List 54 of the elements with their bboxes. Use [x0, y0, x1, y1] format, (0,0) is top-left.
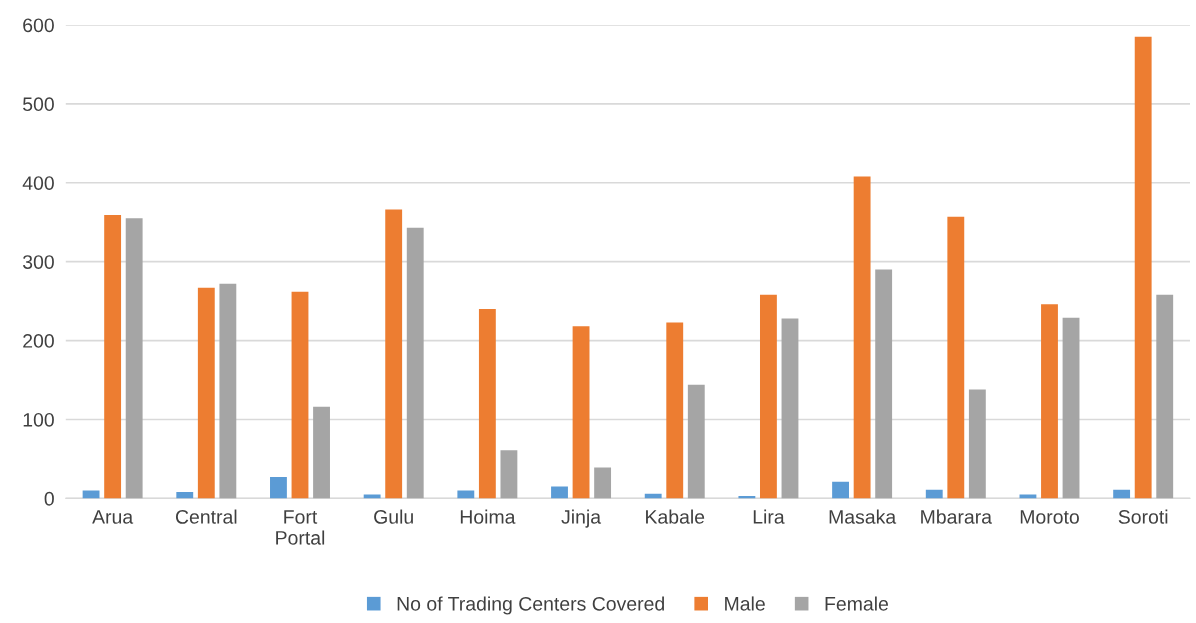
y-tick-label: 400: [22, 176, 54, 190]
bar: [925, 489, 943, 499]
bar: [968, 389, 986, 499]
bar: [760, 294, 777, 499]
bar: [781, 318, 799, 499]
y-tick-label: 0: [44, 491, 54, 506]
legend-label: Female: [825, 596, 888, 611]
bar: [853, 176, 871, 499]
bar: [125, 218, 143, 499]
y-tick-label: 300: [22, 255, 54, 269]
bar: [572, 326, 590, 499]
x-tick-label: Hoima: [460, 509, 516, 524]
x-tick-label: Lira: [753, 509, 785, 524]
bar: [313, 406, 330, 499]
bar: [666, 322, 684, 499]
x-tick-label: Masaka: [829, 509, 897, 524]
y-tick-label: 200: [23, 334, 54, 348]
bar: [1041, 304, 1058, 499]
bar: [1062, 317, 1080, 499]
bar: [197, 287, 215, 499]
bar: [1134, 36, 1152, 499]
x-tick-label: Kabale: [646, 509, 705, 524]
bar: [594, 467, 612, 499]
x-tick-label: Mbarara: [921, 509, 993, 524]
bar: [500, 450, 518, 499]
bar: [832, 481, 849, 499]
bar: [363, 494, 381, 499]
bar: [875, 269, 893, 499]
bar: [219, 283, 237, 499]
x-tick-label: Arua: [92, 510, 134, 524]
y-tick-label: 600: [23, 18, 54, 33]
legend-label: Male: [725, 596, 765, 611]
bar: [687, 384, 705, 499]
x-tick-label: Soroti: [1118, 509, 1168, 524]
bar: [385, 209, 403, 499]
bar: [176, 492, 194, 499]
bar: [406, 227, 424, 499]
bar: [291, 291, 309, 499]
bar: [104, 215, 122, 499]
x-tick-label: Gulu: [374, 509, 413, 524]
legend-label: No of Trading Centers Covered: [397, 596, 664, 615]
x-tick-label: Jinja: [561, 509, 602, 528]
bar: [551, 486, 568, 499]
y-tick-label: 100: [23, 412, 54, 427]
x-tick-label: Fort Portal: [276, 510, 325, 545]
x-tick-label: Central: [175, 509, 237, 524]
bar: [947, 216, 965, 499]
bar: [1113, 489, 1131, 499]
bar: [1156, 294, 1174, 499]
y-tick-label: 500: [23, 97, 54, 112]
bar: [478, 309, 496, 499]
bar: [1019, 494, 1037, 499]
x-tick-label: Moroto: [1020, 510, 1079, 524]
bar: [270, 477, 287, 499]
